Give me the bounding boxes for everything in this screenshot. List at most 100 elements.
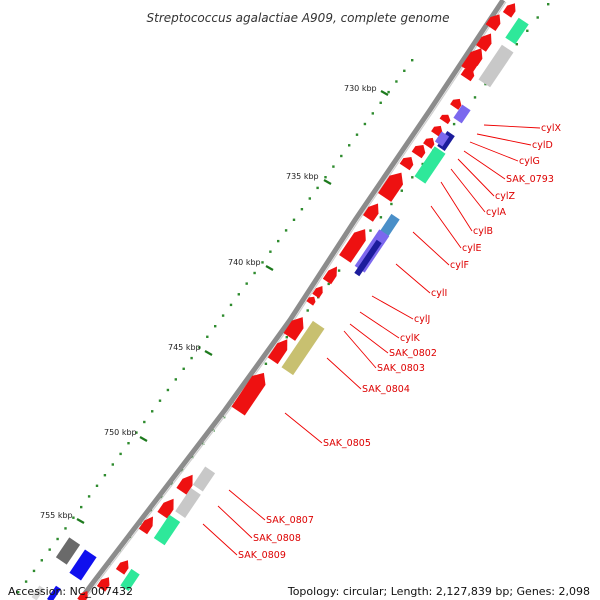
gene-arrow [157, 498, 174, 519]
tick-dot [111, 463, 114, 466]
leader-line [469, 141, 519, 162]
genome-backbone [78, 0, 507, 600]
feature-block [380, 213, 400, 237]
tick-dot [403, 69, 406, 72]
map-title: Streptococcus agalactiae A909, complete … [147, 11, 450, 25]
tick-dot [277, 239, 280, 243]
label-leader-lines [202, 124, 541, 556]
major-tick [204, 350, 213, 356]
backbone-line [78, 0, 506, 600]
tick-label: 730 kbp [344, 84, 377, 93]
tick-dot [324, 176, 327, 179]
leader-line [284, 412, 323, 444]
gene-label: SAK_0802 [389, 348, 437, 359]
gene-arrow [423, 137, 435, 149]
leader-line [476, 133, 532, 146]
tick-dot [190, 356, 193, 360]
gene-arrow [267, 339, 288, 365]
tick-dot [17, 591, 20, 594]
gene-label: SAK_0804 [362, 384, 410, 395]
gene-arrow [96, 577, 110, 592]
tick-dot [40, 559, 43, 562]
leader-line [440, 181, 473, 232]
major-tick [139, 436, 148, 442]
gene-label: cylX [541, 123, 561, 134]
leader-line [450, 168, 486, 213]
tick-dot [526, 29, 529, 32]
leader-line [463, 150, 506, 180]
gene-label: cylK [400, 333, 420, 344]
leader-line [371, 295, 414, 320]
tick-dot [253, 271, 256, 275]
gene-arrow [312, 286, 323, 299]
gene-label: cylG [519, 156, 540, 167]
gene-label: cylJ [414, 314, 430, 325]
gene-label: cylE [462, 243, 482, 254]
gene-label: cylZ [495, 191, 515, 202]
tick-dot [536, 16, 539, 19]
leader-line [217, 505, 253, 539]
major-tick [265, 265, 274, 271]
tick-dot [158, 399, 162, 402]
gene-arrow [450, 98, 462, 110]
tick-label: 755 kbp [40, 511, 73, 520]
tick-dot [390, 202, 393, 206]
gene-arrow [502, 3, 516, 18]
tick-dot [363, 122, 367, 126]
gene-label: cylB [473, 226, 493, 237]
tick-dot [327, 282, 330, 286]
tick-dot [191, 455, 194, 459]
tick-dot [306, 309, 309, 312]
tick-dot [269, 250, 272, 253]
tick-dot [316, 186, 319, 190]
tick-dot [181, 469, 184, 472]
leader-line [395, 263, 431, 294]
tick-dot [355, 133, 359, 136]
tick-dot [95, 484, 99, 487]
tick-label: 745 kbp [168, 343, 201, 352]
tick-dot [387, 90, 390, 94]
tick-dot [300, 208, 304, 211]
tick-dot [308, 197, 311, 200]
tick-dot [332, 165, 335, 168]
tick-dot [473, 96, 477, 99]
gene-label: SAK_0807 [266, 515, 314, 526]
major-tick-marks [76, 90, 389, 524]
leader-line [412, 231, 450, 266]
leader-line [343, 330, 377, 369]
tick-label: 750 kbp [104, 428, 137, 437]
tick-dot [411, 176, 414, 179]
tick-dot [245, 282, 248, 285]
gene-arrow [283, 317, 304, 341]
tick-dot [221, 314, 225, 317]
tick-dot [400, 189, 403, 192]
tick-dot [80, 505, 83, 509]
tick-label: 735 kbp [286, 172, 319, 181]
tick-dot [337, 269, 341, 272]
tick-dot [340, 154, 343, 158]
gene-label: cylF [450, 260, 469, 271]
tick-dot [135, 431, 138, 434]
tick-dot [206, 335, 209, 338]
gene-arrow [77, 591, 88, 600]
tick-dot [170, 482, 173, 485]
tick-dot [32, 569, 36, 573]
major-tick [323, 179, 332, 185]
tick-dot [229, 303, 233, 307]
tick-dot-track [17, 3, 550, 594]
tick-dot [379, 216, 383, 219]
feature-block [414, 146, 446, 184]
gene-arrow [231, 372, 266, 416]
gene-arrow [363, 203, 379, 222]
tick-dot [119, 452, 122, 456]
gene-arrow [399, 157, 414, 171]
leader-line [202, 523, 238, 556]
feature-block [478, 44, 514, 88]
feature-block [55, 537, 81, 565]
feature-block [192, 466, 216, 492]
gene-label: cylI [431, 288, 447, 299]
major-tick [380, 90, 389, 96]
gene-arrow [431, 125, 443, 137]
gene-label: SAK_0805 [323, 438, 371, 449]
gene-arrow [411, 145, 426, 159]
